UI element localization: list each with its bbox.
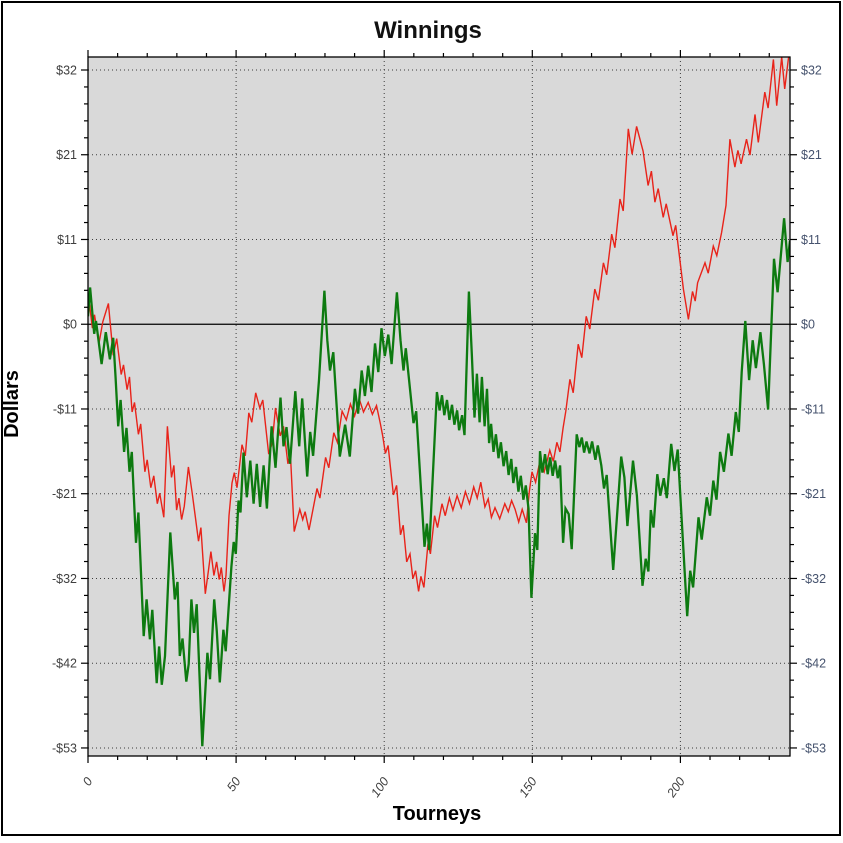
- y-tick-label-right: -$42: [801, 657, 826, 671]
- y-tick-label-right: -$11: [801, 402, 825, 416]
- y-axis-title: Dollars: [1, 370, 23, 438]
- chart-title: Winnings: [374, 17, 482, 44]
- y-tick-label-left: $32: [56, 64, 77, 78]
- x-tick-label: 50: [224, 775, 243, 794]
- y-tick-label-left: $11: [57, 233, 77, 247]
- series-green-line: [88, 218, 790, 747]
- y-tick-label-right: -$53: [801, 741, 826, 755]
- y-tick-label-left: $0: [63, 318, 77, 332]
- x-axis-title: Tourneys: [393, 803, 482, 825]
- y-tick-label-right: $11: [801, 233, 821, 247]
- y-tick-label-right: $21: [801, 148, 822, 162]
- y-tick-label-right: $0: [801, 318, 815, 332]
- axis-ticks: [81, 50, 797, 763]
- y-tick-label-left: -$32: [52, 572, 77, 586]
- y-tick-label-left: -$21: [52, 487, 77, 501]
- y-tick-label-left: -$42: [52, 657, 77, 671]
- y-tick-label-left: -$53: [52, 741, 77, 755]
- y-tick-label-right: -$21: [801, 487, 826, 501]
- y-tick-label-right: $32: [801, 64, 822, 78]
- series-lines: [88, 57, 790, 747]
- y-tick-label-right: -$32: [801, 572, 826, 586]
- gridlines: [88, 57, 790, 756]
- plot-frame: [87, 56, 791, 757]
- y-tick-label-left: -$11: [53, 402, 77, 416]
- series-red-line: [88, 57, 790, 594]
- y-tick-label-left: $21: [56, 148, 77, 162]
